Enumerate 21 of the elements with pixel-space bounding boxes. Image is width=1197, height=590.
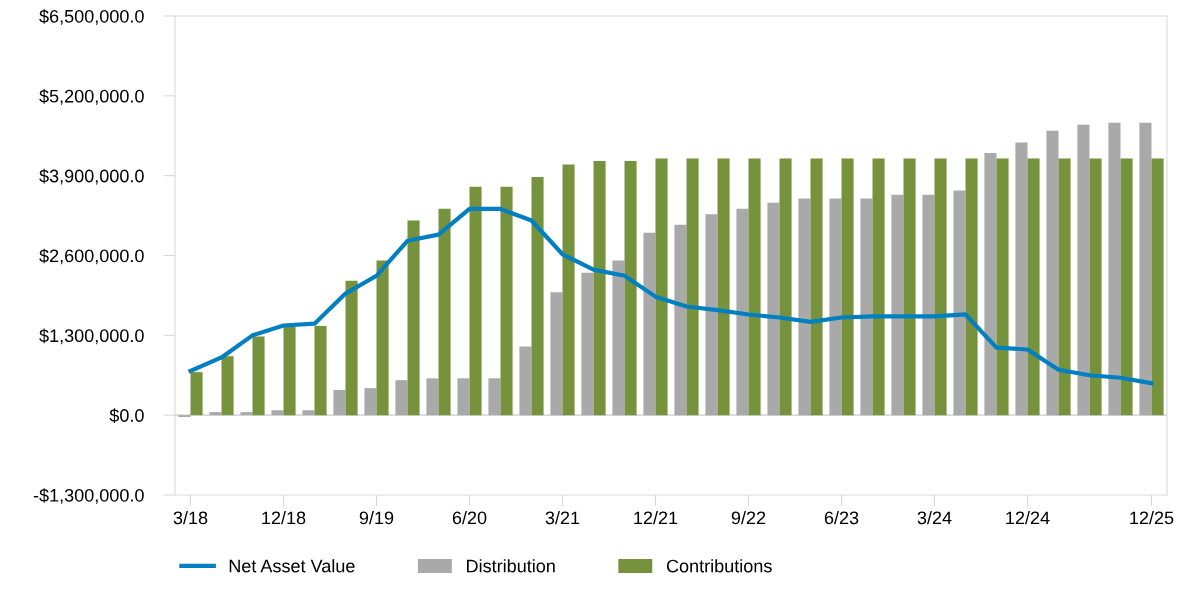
x-tick-label: 12/21 xyxy=(634,510,678,525)
legend-label: Net Asset Value xyxy=(229,559,355,573)
x-tick-label: 3/18 xyxy=(173,510,208,525)
y-tick-label: $5,200,000.0 xyxy=(39,89,144,105)
x-tick-label: 6/23 xyxy=(824,510,859,525)
y-tick-label: $0.0 xyxy=(109,408,144,423)
y-tick-label: $1,300,000.0 xyxy=(39,328,144,345)
legend-label: Distribution xyxy=(467,559,555,573)
y-tick-label: $3,900,000.0 xyxy=(39,168,144,185)
legend-label: Contributions xyxy=(666,559,772,573)
x-tick-label: 3/24 xyxy=(917,510,952,525)
x-tick-label: 9/22 xyxy=(731,510,766,525)
x-tick-label: 9/19 xyxy=(359,510,394,525)
x-tick-label: 12/18 xyxy=(262,510,306,525)
x-tick-label: 12/24 xyxy=(1006,510,1050,525)
y-tick-label: -$1,300,000.0 xyxy=(33,488,144,504)
y-tick-label: $6,500,000.0 xyxy=(39,9,144,25)
x-tick-label: 6/20 xyxy=(452,510,487,525)
y-tick-label: $2,600,000.0 xyxy=(39,248,144,265)
x-tick-label: 12/25 xyxy=(1130,510,1174,525)
x-tick-label: 3/21 xyxy=(545,510,580,525)
